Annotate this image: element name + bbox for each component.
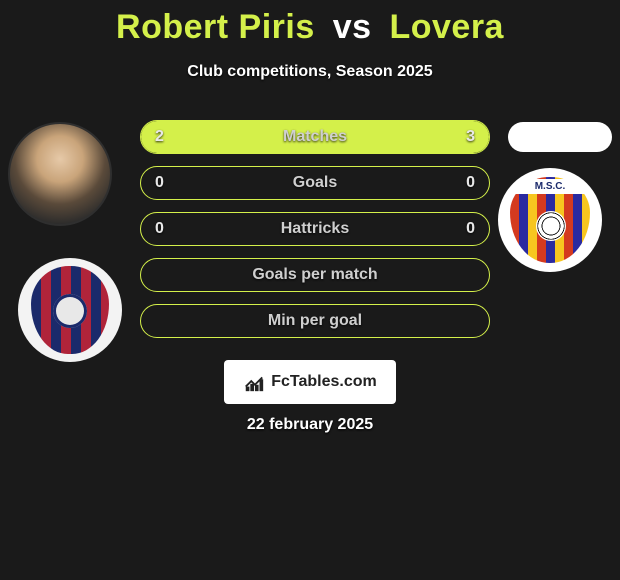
player1-photo <box>8 122 112 226</box>
player2-club-logo <box>498 168 602 272</box>
stat-right-value: 0 <box>466 220 475 238</box>
stat-row: Goals per match <box>140 258 490 292</box>
club-logo-shield-left <box>31 266 109 354</box>
stat-right-value: 0 <box>466 174 475 192</box>
stat-label: Min per goal <box>268 312 362 330</box>
stats-container: 2 Matches 3 0 Goals 0 0 Hattricks 0 Goals per mat… <box>140 120 490 350</box>
comparison-title: Robert Piris vs Lovera <box>0 0 620 47</box>
player1-name: Robert Piris <box>116 8 315 46</box>
subtitle: Club competitions, Season 2025 <box>0 63 620 81</box>
stat-row: 0 Hattricks 0 <box>140 212 490 246</box>
brand-label: FcTables.com <box>271 373 377 391</box>
stat-right-value: 3 <box>466 128 475 146</box>
stat-row: Min per goal <box>140 304 490 338</box>
chart-icon <box>243 371 265 393</box>
club-logo-shield-right <box>510 177 590 263</box>
stat-label: Hattricks <box>281 220 349 238</box>
stat-left-value: 0 <box>155 174 164 192</box>
stat-left-value: 0 <box>155 220 164 238</box>
stat-label: Matches <box>283 128 347 146</box>
brand-badge[interactable]: FcTables.com <box>224 360 396 404</box>
vs-separator: vs <box>333 8 372 46</box>
stat-row: 0 Goals 0 <box>140 166 490 200</box>
player1-club-logo <box>18 258 122 362</box>
stat-left-value: 2 <box>155 128 164 146</box>
player2-photo <box>508 122 612 152</box>
stat-label: Goals <box>293 174 337 192</box>
player2-name: Lovera <box>389 8 504 46</box>
comparison-date: 22 february 2025 <box>0 416 620 434</box>
stat-row: 2 Matches 3 <box>140 120 490 154</box>
stat-label: Goals per match <box>252 266 377 284</box>
